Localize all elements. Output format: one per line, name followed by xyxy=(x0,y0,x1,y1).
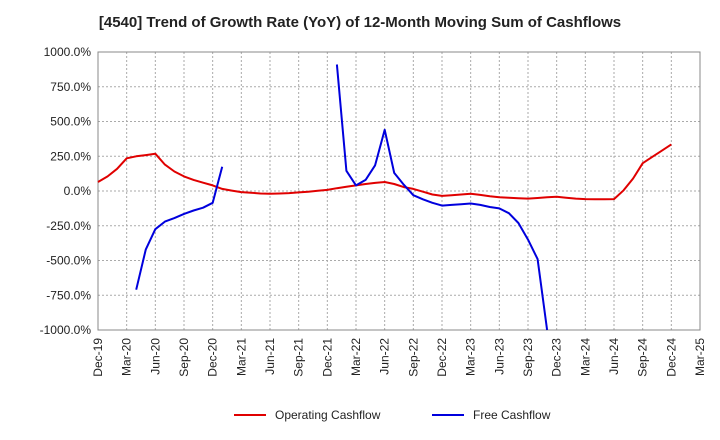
x-tick-label: Sep-24 xyxy=(636,338,650,377)
x-tick-label: Mar-25 xyxy=(693,338,707,376)
series-line-1 xyxy=(335,64,549,331)
x-tick-label: Dec-24 xyxy=(664,338,678,377)
x-tick-label: Jun-21 xyxy=(263,338,277,375)
y-tick-label: 500.0% xyxy=(50,115,91,129)
legend-label: Operating Cashflow xyxy=(275,408,381,422)
x-tick-label: Mar-20 xyxy=(120,338,134,376)
grid xyxy=(97,51,701,331)
legend: Operating Cashflow Free Cashflow xyxy=(234,408,551,422)
y-tick-label: 250.0% xyxy=(50,149,91,163)
x-tick-label: Mar-22 xyxy=(349,338,363,376)
x-tick-label: Sep-21 xyxy=(292,338,306,377)
x-tick-label: Mar-21 xyxy=(234,338,248,376)
x-tick-label: Jun-20 xyxy=(148,338,162,375)
x-tick-label: Sep-22 xyxy=(406,338,420,377)
series xyxy=(97,64,672,331)
x-tick-label: Mar-23 xyxy=(464,338,478,376)
plot-frame xyxy=(97,51,701,331)
y-tick-label: -500.0% xyxy=(46,254,91,268)
y-tick-label: -1000.0% xyxy=(40,323,92,337)
y-axis: 1000.0% 750.0% 500.0% 250.0% 0.0% -250.0% -500… xyxy=(40,45,92,337)
x-tick-label: Mar-24 xyxy=(578,338,592,376)
x-tick-label: Dec-20 xyxy=(206,338,220,377)
x-axis: Dec-19 Mar-20 Jun-20 Sep-20 Dec-20 Mar-21 Jun-… xyxy=(91,338,707,377)
y-tick-label: -750.0% xyxy=(46,288,91,302)
x-tick-label: Dec-21 xyxy=(320,338,334,377)
y-tick-label: 1000.0% xyxy=(44,45,92,59)
x-tick-label: Jun-23 xyxy=(492,338,506,375)
x-tick-label: Jun-22 xyxy=(378,338,392,375)
legend-label: Free Cashflow xyxy=(473,408,551,422)
x-tick-label: Jun-24 xyxy=(607,338,621,375)
chart-title: [4540] Trend of Growth Rate (YoY) of 12-… xyxy=(98,14,622,31)
x-tick-label: Dec-23 xyxy=(550,338,564,377)
x-tick-label: Sep-23 xyxy=(521,338,535,377)
y-tick-label: 750.0% xyxy=(50,80,91,94)
x-tick-label: Dec-19 xyxy=(91,338,105,377)
x-tick-label: Dec-22 xyxy=(435,338,449,377)
series-line-0 xyxy=(97,143,672,201)
x-tick-label: Sep-20 xyxy=(177,338,191,377)
series-line-1 xyxy=(135,166,224,290)
y-tick-label: 0.0% xyxy=(64,184,92,198)
y-tick-label: -250.0% xyxy=(46,219,91,233)
